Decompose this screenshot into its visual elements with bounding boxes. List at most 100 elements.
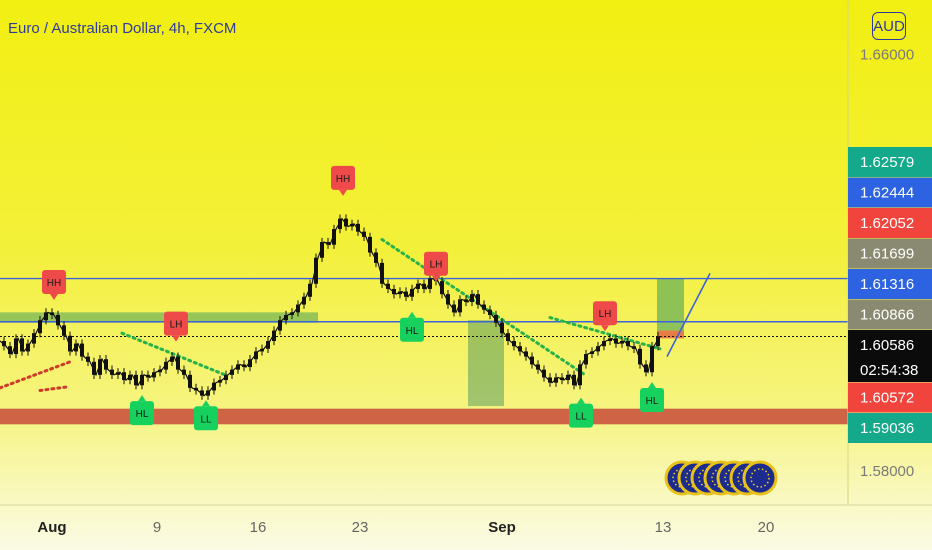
candle-body <box>320 242 324 258</box>
candle-body <box>98 359 102 375</box>
candle-body <box>122 372 126 381</box>
candle-body <box>248 359 252 368</box>
swing-label-text: LH <box>430 260 443 271</box>
swing-label-pointer <box>408 311 416 318</box>
candle-body <box>554 377 558 383</box>
candle-body <box>524 351 528 357</box>
candle-body <box>206 390 210 396</box>
trendline <box>38 385 70 392</box>
time-axis-tick: 13 <box>655 519 672 536</box>
swing-label-pointer <box>601 325 609 332</box>
swing-label-box <box>331 165 355 190</box>
price-tag: 1.60572 <box>848 382 932 413</box>
price-tag-value: 1.61699 <box>860 246 914 263</box>
swing-label-pointer <box>138 395 146 402</box>
time-axis-tick: 20 <box>758 519 775 536</box>
price-tag-bg <box>848 413 932 443</box>
candle-body <box>128 374 132 381</box>
candle-body <box>374 252 378 263</box>
candle-body <box>410 288 414 297</box>
projection-line <box>666 272 711 357</box>
candle-body <box>428 278 432 289</box>
time-axis-tick: 9 <box>153 519 161 536</box>
candle-body <box>380 262 384 284</box>
candle-body <box>626 341 630 347</box>
candle-body <box>140 374 144 386</box>
swing-label-lh: LH <box>424 251 448 282</box>
candle-body <box>542 369 546 378</box>
candle-body <box>284 314 288 321</box>
price-series <box>0 214 661 400</box>
swing-label-pointer <box>172 335 180 342</box>
price-tag-value: 1.60866 <box>860 307 914 324</box>
price-axis-tick: 1.58000 <box>860 463 914 480</box>
swing-label-box <box>424 251 448 276</box>
candle-body <box>650 346 654 373</box>
candle-body <box>44 312 48 321</box>
swing-label-box <box>569 403 593 428</box>
candle-body <box>230 369 234 375</box>
support-zone <box>0 408 848 425</box>
candle-body <box>392 288 396 295</box>
zones-layer <box>0 278 848 425</box>
candle-body <box>182 369 186 375</box>
candle-body <box>506 333 510 342</box>
candle-body <box>386 283 390 289</box>
candle-body <box>470 294 474 302</box>
swing-label-hl: HL <box>400 311 424 342</box>
currency-badge[interactable]: AUD <box>872 12 906 40</box>
candle-body <box>80 343 84 357</box>
candle-body <box>638 348 642 365</box>
price-tag-bg <box>848 382 932 413</box>
candle-body <box>236 364 240 370</box>
flag-stack <box>664 460 778 496</box>
price-tag-bg <box>848 147 932 177</box>
candle-body <box>422 283 426 289</box>
candle-body <box>266 341 270 349</box>
trendline <box>0 360 72 390</box>
candle-body <box>152 372 156 378</box>
candle-body <box>164 361 168 370</box>
swing-label-text: HL <box>406 326 419 337</box>
price-tag-value: 1.62444 <box>860 185 914 202</box>
swing-label-hl: HL <box>130 395 154 426</box>
price-tag-value: 1.61316 <box>860 276 914 293</box>
candle-body <box>536 364 540 370</box>
time-axis-tick: Aug <box>37 519 66 536</box>
candle-body <box>584 354 588 365</box>
candle-body <box>338 218 342 230</box>
candle-body <box>212 382 216 391</box>
price-tag-bg <box>848 208 932 238</box>
countdown: 02:54:38 <box>860 362 918 379</box>
candle-body <box>656 336 660 347</box>
candle-body <box>26 343 30 352</box>
candle-body <box>356 223 360 232</box>
swing-label-pointer <box>577 397 585 404</box>
candle-body <box>644 364 648 373</box>
candle-body <box>8 346 12 355</box>
trendline <box>548 316 662 351</box>
swing-label-pointer <box>648 382 656 389</box>
price-tag-value: 1.59036 <box>860 420 914 437</box>
price-tag-value: 1.60572 <box>860 390 914 407</box>
candle-body <box>272 330 276 342</box>
candle-body <box>488 309 492 315</box>
price-tag: 1.60866 <box>848 299 932 330</box>
candle-body <box>362 231 366 237</box>
candle-body <box>416 283 420 289</box>
swing-label-pointer <box>432 275 440 282</box>
candle-body <box>566 374 570 381</box>
candle-body <box>224 374 228 381</box>
candle-body <box>308 283 312 297</box>
price-axis-tick: 1.66000 <box>860 47 914 64</box>
candle-body <box>494 314 498 323</box>
price-tag: 1.61699 <box>848 238 932 269</box>
candle-body <box>518 346 522 352</box>
price-tag-bg <box>848 299 932 330</box>
price-tag-bg <box>848 177 932 208</box>
swing-label-ll: LL <box>569 397 593 428</box>
candle-body <box>254 351 258 360</box>
swing-label-box <box>194 406 218 431</box>
